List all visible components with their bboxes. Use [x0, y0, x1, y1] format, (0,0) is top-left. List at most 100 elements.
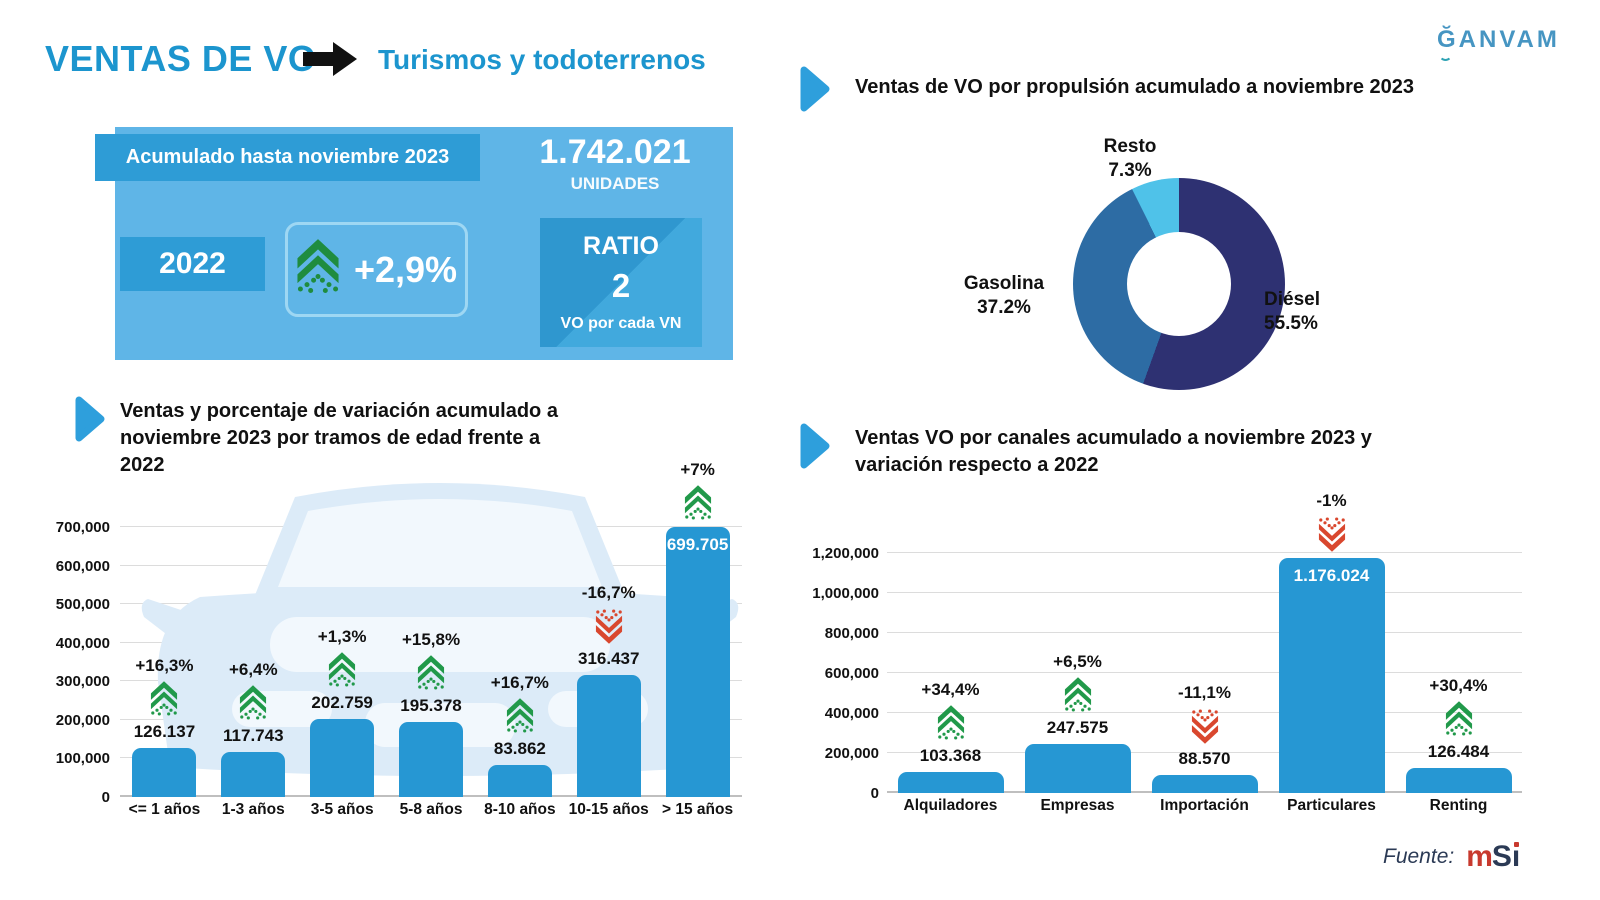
value-label: 126.137: [133, 722, 196, 742]
age-chart-title: Ventas y porcentaje de variación acumula…: [120, 400, 558, 476]
variation-label: +15,8%: [401, 629, 461, 649]
variation-label: -1%: [1316, 491, 1347, 510]
variation-label: +1,3%: [317, 626, 367, 646]
ratio-caption: VO por cada VN: [560, 315, 682, 332]
up-arrow-icon: [240, 684, 267, 720]
propulsion-donut-chart: [1073, 178, 1285, 390]
bar-column: +16,3% 126.137: [120, 459, 209, 797]
section-bullet-icon: [800, 423, 830, 469]
value-label: 195.378: [400, 695, 462, 715]
value-label: 103.368: [919, 746, 982, 766]
x-axis-label: Particulares: [1287, 797, 1376, 814]
y-axis-tick: 200,000: [55, 711, 110, 729]
bar-column: +30,4% 126.484: [1395, 491, 1522, 793]
y-axis-tick: 600,000: [824, 665, 879, 682]
gridline: [887, 632, 1522, 633]
down-arrow-icon: [595, 609, 622, 644]
age-bar-chart: +16,3% 126.137 +6,4% 117.743 +1,3% 202.759 +15…: [48, 455, 748, 827]
up-arrow-icon: [937, 705, 964, 740]
y-axis-tick: 600,000: [55, 557, 110, 575]
gridline: [887, 712, 1522, 713]
bar: [897, 772, 1004, 793]
ratio-value: 2: [611, 267, 631, 304]
section-bullet-icon: [800, 66, 830, 112]
x-axis-label: 10-15 años: [568, 801, 649, 818]
variation-label: +34,4%: [921, 680, 980, 700]
up-arrow-icon: [1445, 700, 1472, 736]
bar-column: -11,1% 88.570: [1141, 491, 1268, 793]
value-label: 88.570: [1178, 749, 1231, 769]
variation-label: +16,3%: [135, 656, 194, 676]
bar: [576, 674, 641, 797]
variation-value: +2,9%: [353, 248, 458, 290]
total-value: 1.742.021: [539, 133, 691, 171]
y-axis-tick: 400,000: [824, 705, 879, 722]
bar-column: -1% 1.176.024: [1268, 491, 1395, 793]
value-label: 126.484: [1427, 741, 1490, 761]
variation-label: +6,4%: [228, 659, 278, 679]
y-axis-tick: 200,000: [824, 745, 879, 762]
gridline: [887, 672, 1522, 673]
gridline: [887, 552, 1522, 553]
donut-label-gasolina: Gasolina 37.2%: [963, 273, 1045, 318]
down-arrow-icon: [1318, 517, 1345, 552]
y-axis-tick: 800,000: [824, 625, 879, 642]
x-axis-label: 8-10 años: [484, 801, 556, 818]
variation-label: +30,4%: [1429, 675, 1488, 695]
bar: [221, 751, 286, 797]
variation-label: -16,7%: [581, 582, 636, 602]
source-label: Fuente:: [1383, 845, 1455, 868]
section-bullet-icon: [75, 396, 105, 442]
summary-panel: Acumulado hasta noviembre 2023 1.742.021…: [95, 127, 733, 360]
bar: [132, 748, 197, 797]
y-axis-tick: 400,000: [55, 634, 110, 652]
bar-column: +7% 699.705: [653, 459, 742, 797]
value-label: 117.743: [223, 725, 284, 745]
variation-label: +16,7%: [490, 672, 549, 692]
x-axis-label: Alquiladores: [903, 797, 998, 814]
total-unit-label: UNIDADES: [570, 174, 660, 193]
channels-bar-chart: +34,4% 103.368 +6,5% 247.575 -11,1% 88.570 -1%…: [795, 483, 1530, 823]
bar-column: +6,5% 247.575: [1014, 491, 1141, 793]
ratio-title: RATIO: [583, 232, 659, 260]
up-arrow-icon: [684, 485, 711, 520]
period-label-box: Acumulado hasta noviembre 2023: [95, 134, 480, 181]
bar-column: +1,3% 202.759: [298, 459, 387, 797]
bar-column: +6,4% 117.743: [209, 459, 298, 797]
value-label: 1.176.024: [1293, 565, 1370, 585]
variation-label: -11,1%: [1178, 683, 1231, 703]
y-axis-tick: 1,200,000: [812, 545, 879, 562]
value-label: 83.862: [493, 738, 546, 758]
x-axis-label: 1-3 años: [221, 801, 285, 818]
y-axis-tick: 100,000: [55, 750, 110, 768]
value-label: 316.437: [578, 648, 640, 668]
bar: 1.176.024: [1278, 557, 1385, 793]
bar-column: -16,7% 316.437: [564, 459, 653, 797]
bar-column: +16,7% 83.862: [475, 459, 564, 797]
ganvam-logo: ĞANVAM: [1437, 26, 1560, 61]
donut-chart-title: Ventas de VO por propulsión acumulado a …: [855, 76, 1415, 98]
up-arrow-icon: [296, 239, 340, 300]
bar: 699.705: [665, 527, 730, 797]
y-axis-tick: 300,000: [55, 673, 110, 691]
y-axis-tick: 0: [101, 789, 110, 806]
up-arrow-icon: [417, 654, 445, 690]
compare-year-box: 2022: [120, 237, 265, 291]
page-subtitle: Turismos y todoterrenos: [378, 44, 706, 75]
y-axis-tick: 1,000,000: [812, 585, 879, 602]
bar-column: +15,8% 195.378: [387, 459, 476, 797]
bar: [310, 718, 375, 797]
up-arrow-icon: [297, 239, 339, 293]
bar: [1405, 767, 1512, 793]
x-axis-label: Renting: [1429, 797, 1488, 814]
variation-label: +7%: [680, 460, 715, 480]
up-arrow-icon: [1064, 676, 1091, 712]
x-axis-label: 5-8 años: [399, 801, 463, 818]
up-arrow-icon: [151, 681, 178, 716]
gridline: [887, 752, 1522, 753]
value-label: 247.575: [1046, 717, 1109, 737]
y-axis-tick: 500,000: [55, 596, 110, 614]
donut-label-resto: Resto 7.3%: [1103, 136, 1157, 181]
